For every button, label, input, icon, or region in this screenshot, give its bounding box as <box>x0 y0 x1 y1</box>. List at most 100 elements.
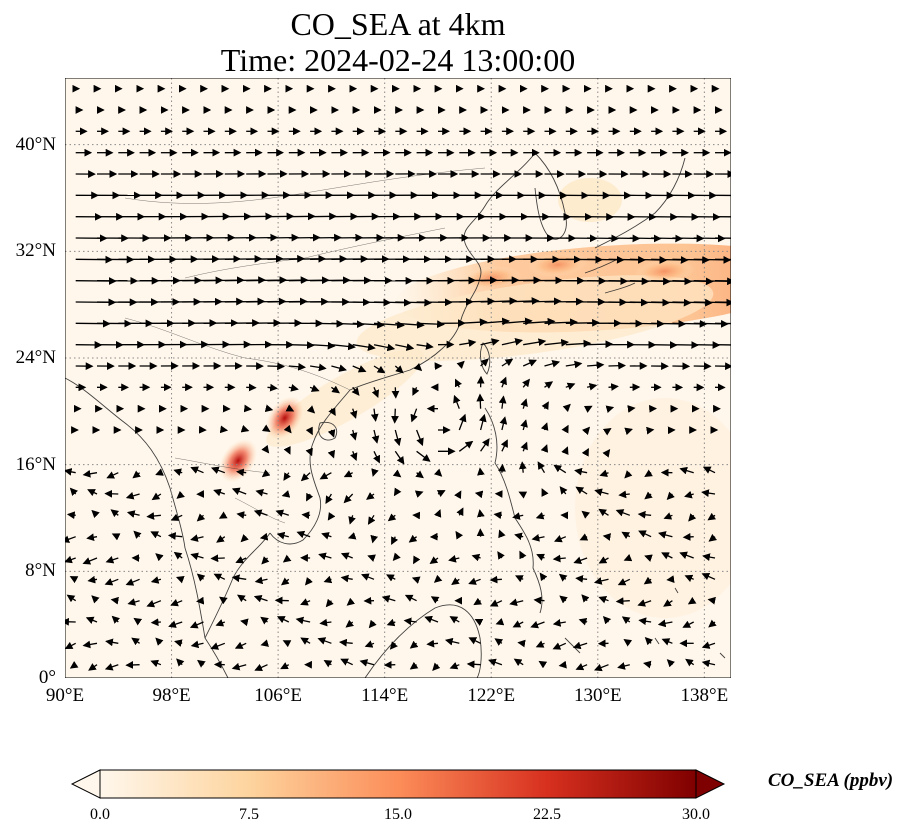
wind-arrow <box>331 342 356 351</box>
wind-arrow <box>562 403 571 413</box>
wind-arrow <box>499 376 507 388</box>
wind-arrow <box>167 532 183 540</box>
wind-arrow <box>544 338 569 347</box>
wind-arrow <box>176 490 185 499</box>
wind-arrow <box>340 574 353 583</box>
wind-arrow <box>110 509 120 518</box>
wind-arrow <box>295 616 311 625</box>
wind-arrow <box>621 616 631 625</box>
wind-arrow <box>559 486 568 495</box>
wind-arrow <box>661 552 673 560</box>
colorbar-title: CO_SEA (ppbv) <box>768 770 894 791</box>
wind-arrow <box>371 429 380 444</box>
wind-arrow <box>283 424 292 434</box>
wind-arrow <box>414 490 424 498</box>
wind-arrow <box>386 574 396 582</box>
y-tick-label: 40°N <box>15 133 56 155</box>
wind-arrow <box>240 618 249 627</box>
wind-arrow <box>429 556 439 565</box>
wind-arrow <box>234 641 247 649</box>
colorbar-tick-label: 22.5 <box>533 806 561 823</box>
wind-arrow <box>536 553 545 561</box>
wind-arrow <box>196 596 205 605</box>
y-tick-label: 8°N <box>25 560 56 582</box>
wind-arrow <box>150 659 162 668</box>
wind-arrow <box>327 429 336 438</box>
wind-arrow <box>87 575 98 584</box>
wind-arrow <box>495 617 505 626</box>
x-tick-label: 106°E <box>254 685 302 706</box>
wind-arrow <box>348 515 356 525</box>
wind-arrow <box>682 533 694 541</box>
wind-arrow <box>146 512 161 520</box>
wind-arrow <box>415 429 424 447</box>
colorbar-tick-label: 0.0 <box>90 806 110 823</box>
wind-arrow <box>282 554 292 563</box>
wind-arrow <box>146 599 162 608</box>
wind-arrow <box>288 341 315 350</box>
wind-arrow <box>702 553 716 561</box>
wind-arrow <box>218 511 228 519</box>
wind-arrow <box>430 596 440 604</box>
wind-arrow <box>617 578 631 586</box>
wind-arrow <box>173 468 183 476</box>
wind-arrow <box>657 619 673 628</box>
wind-arrow <box>638 617 652 626</box>
wind-arrow <box>231 662 247 671</box>
wind-arrow <box>456 360 465 369</box>
wind-arrow <box>644 469 653 477</box>
wind-arrow <box>702 466 716 474</box>
wind-arrow <box>480 358 489 367</box>
wind-arrow <box>544 359 561 368</box>
wind-arrow <box>602 449 611 458</box>
wind-arrow <box>541 488 549 497</box>
wind-arrow <box>565 360 583 369</box>
wind-arrow <box>565 382 576 391</box>
wind-arrow <box>615 509 631 517</box>
wind-arrow <box>261 424 271 433</box>
wind-arrow <box>373 321 405 329</box>
x-tick-label: 98°E <box>152 685 191 706</box>
wind-arrow <box>281 490 291 498</box>
wind-arrow <box>231 574 247 583</box>
wind-arrow <box>493 511 502 520</box>
wind-arrow <box>237 594 247 603</box>
wind-arrow <box>413 362 423 372</box>
wind-arrow <box>393 487 402 497</box>
wind-arrow <box>602 533 612 541</box>
wind-arrow <box>176 658 185 667</box>
wind-arrow <box>586 382 598 391</box>
hainan <box>318 421 338 441</box>
wind-arrow <box>190 534 204 542</box>
wind-arrow <box>501 297 540 305</box>
wind-arrow <box>708 619 717 628</box>
plume-west-arm <box>266 349 424 447</box>
wind-arrow <box>433 574 443 583</box>
wind-arrow <box>91 595 100 604</box>
wind-arrow <box>477 467 485 476</box>
wind-arrow <box>514 532 524 541</box>
wind-arrow <box>170 513 183 521</box>
wind-arrow <box>343 470 353 478</box>
wind-arrow <box>82 557 98 565</box>
wind-arrow <box>276 531 289 540</box>
northeast-patch <box>558 178 622 222</box>
wind-arrow <box>498 395 507 409</box>
wind-arrow <box>280 662 290 670</box>
wind-arrow <box>480 297 518 305</box>
wind-arrow <box>306 492 314 502</box>
wind-arrow <box>666 659 676 668</box>
wind-arrow <box>323 660 333 668</box>
wind-arrow <box>520 419 528 431</box>
wind-arrow <box>213 488 226 497</box>
wind-arrow <box>260 616 269 625</box>
wind-arrow <box>624 470 633 479</box>
wind-arrow <box>352 365 367 373</box>
plot-time: Time: 2024-02-24 13:00:00 <box>220 42 576 78</box>
x-tick-label: 90°E <box>45 685 85 706</box>
wind-arrow <box>300 472 311 482</box>
wind-arrow <box>197 659 206 668</box>
wind-arrow <box>254 663 268 671</box>
wind-arrow <box>544 318 578 327</box>
wind-arrow <box>111 615 121 624</box>
